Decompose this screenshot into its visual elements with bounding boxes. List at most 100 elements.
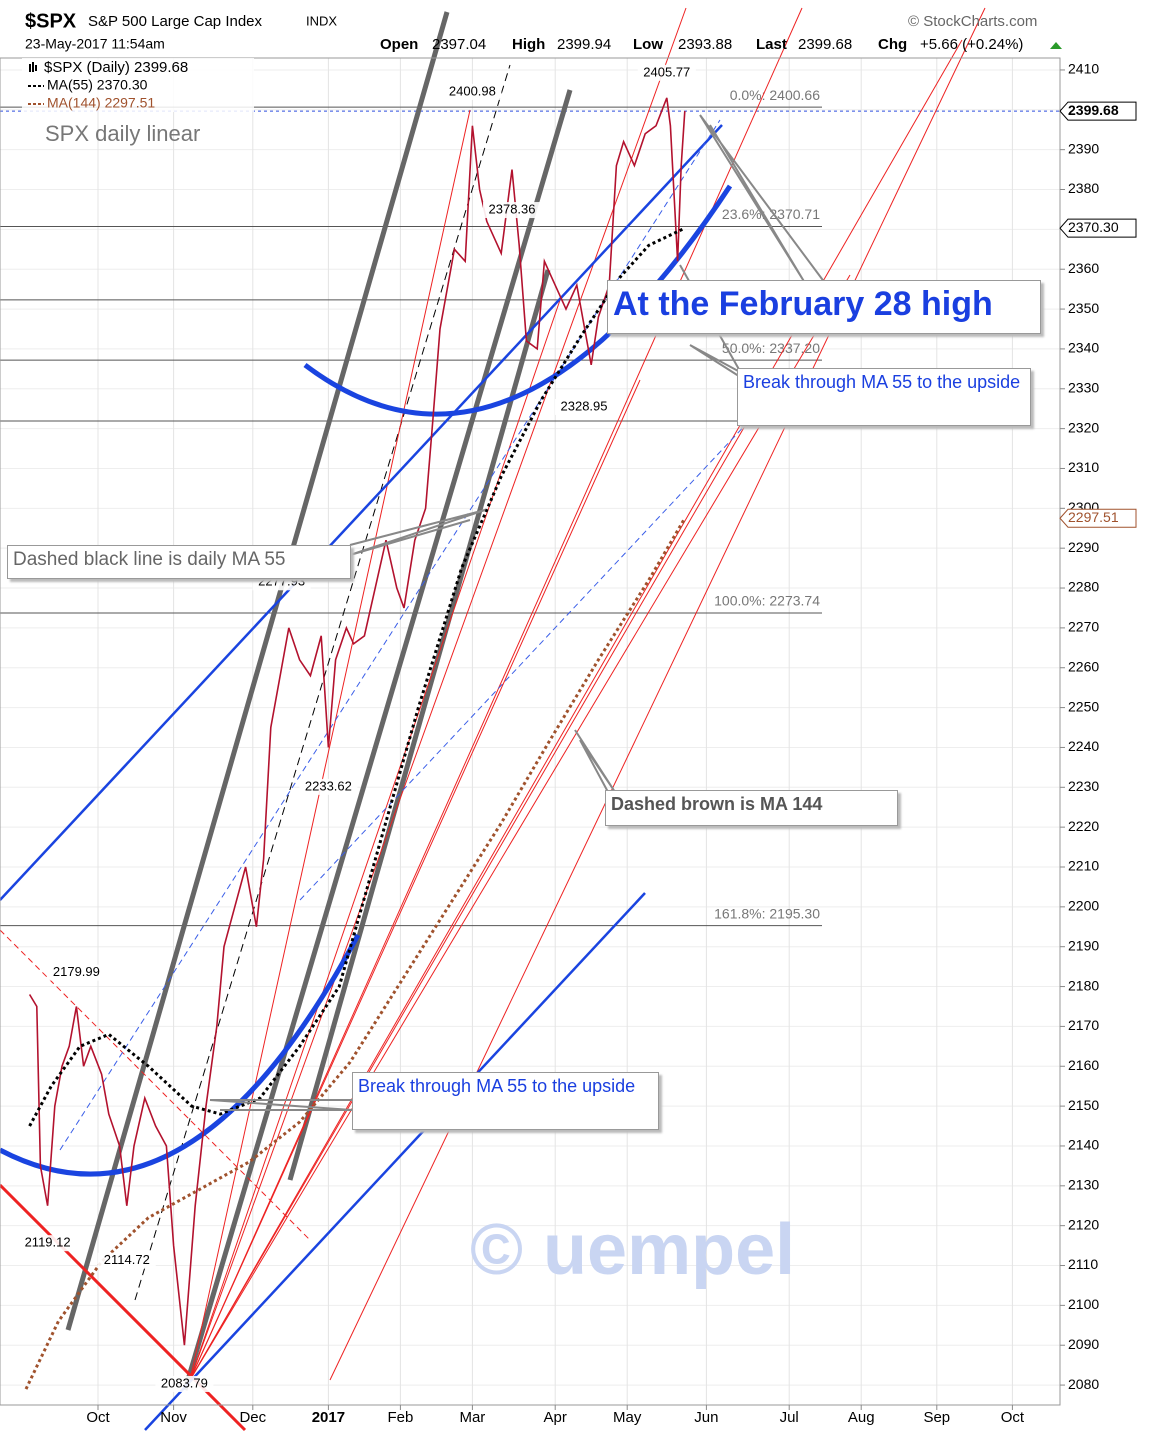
y-tick-label: 2210 <box>1068 858 1099 874</box>
point-label-bg <box>97 1252 156 1269</box>
y-tick-label: 2200 <box>1068 898 1099 914</box>
y-tick-label: 2100 <box>1068 1296 1099 1312</box>
y-tick-label: 2190 <box>1068 937 1099 953</box>
y-tick-label: 2160 <box>1068 1057 1099 1073</box>
legend-icon <box>29 62 37 72</box>
point-label: 2400.98 <box>449 83 496 98</box>
blue-channel <box>0 124 723 901</box>
point-label-bg <box>18 1235 77 1252</box>
callout: Break through MA 55 to the upside <box>352 1072 659 1130</box>
value-tag <box>1059 218 1137 238</box>
fan-line <box>189 39 963 1381</box>
quote-label: Chg <box>878 36 907 53</box>
x-tick-label: Jun <box>694 1409 718 1426</box>
plot-frame <box>0 57 1061 1406</box>
symbol: $SPX <box>25 10 77 32</box>
point-label: 2378.36 <box>489 201 536 216</box>
legend-entry: MA(144) 2297.51 <box>47 95 155 111</box>
point-label: 2119.12 <box>25 1235 71 1250</box>
y-tick-label: 2110 <box>1068 1256 1098 1272</box>
y-tick-label: 2150 <box>1068 1097 1099 1113</box>
y-tick-label: 2290 <box>1068 539 1099 555</box>
value-tag-label: 2370.30 <box>1068 219 1119 235</box>
quote-label: Low <box>633 36 663 53</box>
channel-line <box>65 11 450 1331</box>
point-label-bg <box>637 64 696 81</box>
point-label-bg <box>47 964 106 981</box>
x-tick-label: Feb <box>387 1409 413 1426</box>
y-tick-label: 2090 <box>1068 1336 1099 1352</box>
y-tick-label: 2330 <box>1068 379 1099 395</box>
legend-bg <box>22 58 254 112</box>
timestamp: 23-May-2017 11:54am <box>25 36 165 52</box>
x-tick-label: Sep <box>923 1409 950 1426</box>
y-tick-label: 2320 <box>1068 419 1099 435</box>
value-tag-label: 2297.51 <box>1068 509 1119 525</box>
x-tick-label: Oct <box>1001 1409 1025 1426</box>
blue-arc <box>0 933 361 1177</box>
fan-line <box>189 274 851 1381</box>
x-tick-label: Oct <box>86 1409 110 1426</box>
y-tick-label: 2180 <box>1068 977 1099 993</box>
channel-line <box>182 89 573 1391</box>
y-tick-label: 2280 <box>1068 579 1099 595</box>
quote-value: 2393.88 <box>678 36 732 53</box>
level-label: 50.0%: 2337.20 <box>722 340 820 356</box>
x-tick-label: 2017 <box>312 1409 345 1426</box>
y-tick-label: 2350 <box>1068 300 1099 316</box>
fan-line <box>189 7 687 1381</box>
y-tick-label: 2130 <box>1068 1177 1099 1193</box>
x-tick-label: Mar <box>459 1409 485 1426</box>
y-tick-label: 2260 <box>1068 658 1099 674</box>
level-label: 0.0%: 2400.66 <box>730 87 821 103</box>
quote-label: High <box>512 36 545 53</box>
level-label: 23.6%: 2370.71 <box>722 206 820 222</box>
quote-label: Last <box>756 36 787 53</box>
y-tick-label: 2250 <box>1068 698 1099 714</box>
callout: Break through MA 55 to the upside <box>737 368 1031 426</box>
value-tag-label: 2399.68 <box>1068 102 1119 118</box>
legend-entry: MA(55) 2370.30 <box>47 77 148 93</box>
point-label-bg <box>443 83 502 100</box>
x-tick-label: Apr <box>544 1409 567 1426</box>
quote-value: +5.66 (+0.24%) <box>920 36 1023 53</box>
fan-line <box>189 299 561 1381</box>
price-line <box>28 97 686 1346</box>
y-tick-label: 2120 <box>1068 1216 1099 1232</box>
callout: Dashed brown is MA 144 <box>605 790 898 826</box>
point-label: 2083.79 <box>161 1375 208 1390</box>
point-label-bg <box>483 202 541 219</box>
blue-arc <box>303 184 733 417</box>
y-tick-label: 2240 <box>1068 738 1099 754</box>
fan-line <box>189 379 641 1381</box>
y-tick-label: 2360 <box>1068 260 1099 276</box>
y-tick-label: 2390 <box>1068 140 1099 156</box>
point-label-bg <box>155 1375 214 1392</box>
value-tag <box>1059 101 1137 121</box>
point-label: 2179.99 <box>53 964 100 979</box>
x-tick-label: May <box>613 1409 642 1426</box>
quote-value: 2397.04 <box>432 36 486 53</box>
blue-channel <box>144 892 646 1431</box>
quote-value: 2399.68 <box>798 36 852 53</box>
callout: At the February 28 high <box>607 280 1041 334</box>
pointer <box>349 509 486 556</box>
y-tick-label: 2410 <box>1068 61 1099 77</box>
y-tick-label: 2230 <box>1068 778 1099 794</box>
channel-line <box>287 269 551 1181</box>
fan-line <box>189 7 803 1381</box>
source: © StockCharts.com <box>908 13 1037 30</box>
x-tick-label: Aug <box>848 1409 875 1426</box>
subtitle: SPX daily linear <box>45 121 200 146</box>
legend-entry: $SPX (Daily) 2399.68 <box>44 59 188 76</box>
pointer <box>699 114 826 284</box>
ma-line <box>24 517 687 1390</box>
y-tick-label: 2140 <box>1068 1137 1099 1153</box>
pointer <box>574 729 616 793</box>
point-label: 2233.62 <box>305 778 352 793</box>
point-label: 2114.72 <box>104 1252 150 1267</box>
up-arrow <box>1050 42 1062 49</box>
y-tick-label: 2220 <box>1068 818 1099 834</box>
fan-line <box>329 7 986 1381</box>
